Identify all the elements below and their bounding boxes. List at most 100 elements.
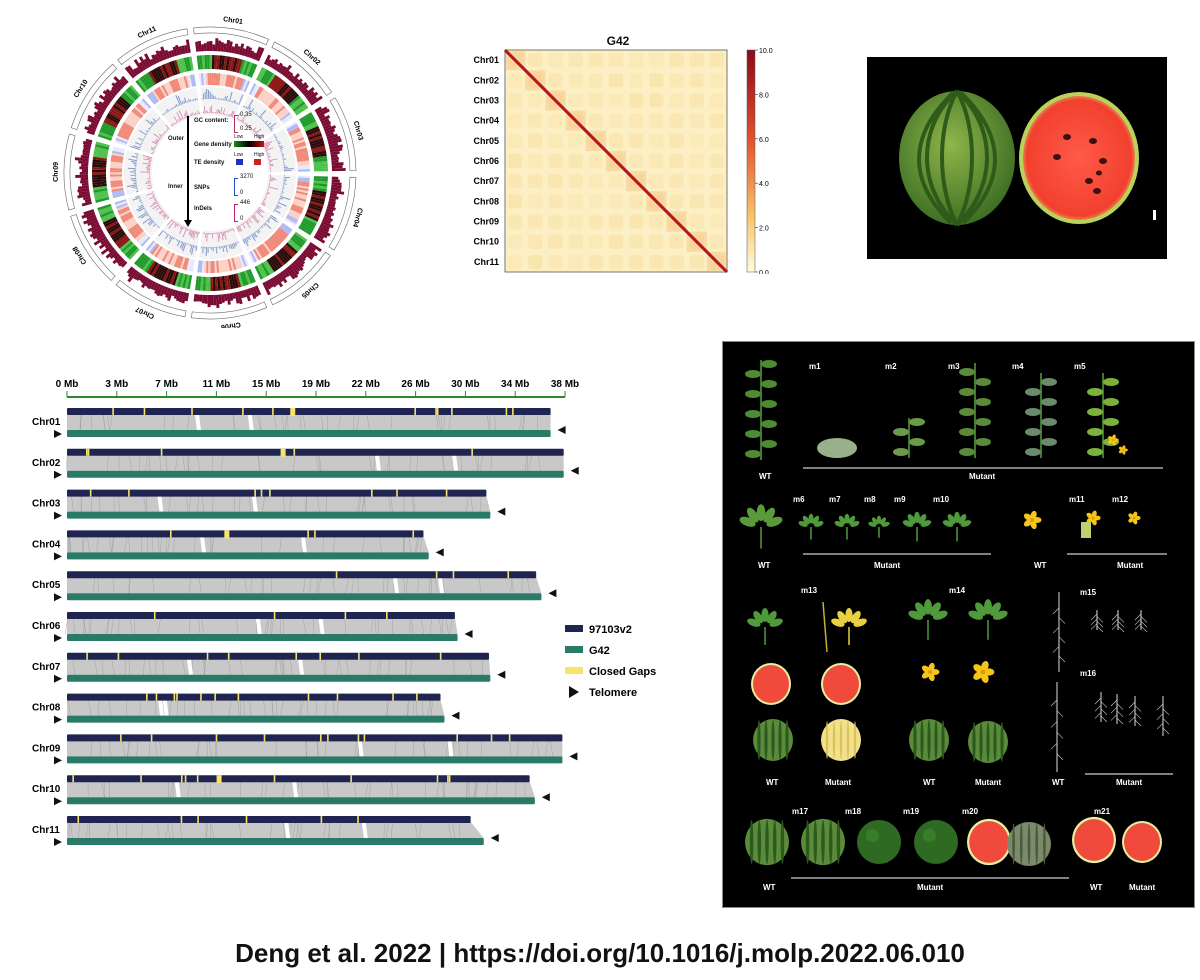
- synteny-link: [263, 699, 267, 716]
- synteny-link: [182, 454, 186, 471]
- te-density-cell: [111, 154, 124, 159]
- te-density-cell: [296, 187, 309, 192]
- gc-bar: [284, 70, 291, 78]
- synteny-link: [220, 454, 224, 471]
- hic-chr-label: Chr05: [473, 136, 499, 146]
- te-density-cell: [190, 259, 195, 272]
- synteny-link: [169, 781, 174, 798]
- synteny-link: [273, 413, 277, 431]
- gc-bar: [317, 108, 330, 118]
- gc-bar: [127, 268, 136, 278]
- synteny-link: [379, 658, 382, 675]
- te-density-cell: [251, 249, 259, 262]
- hic-block: [508, 133, 523, 148]
- te-density-cell: [250, 84, 259, 96]
- gene-density-cell: [241, 271, 249, 286]
- synteny-link: [536, 740, 540, 757]
- gc-bar: [155, 50, 163, 62]
- synteny-link: [317, 495, 320, 512]
- closed-gap: [512, 408, 514, 415]
- gc-bar: [113, 253, 120, 260]
- synteny-link: [271, 699, 274, 716]
- closed-gap: [260, 489, 263, 497]
- hic-block: [629, 194, 644, 209]
- hic-block: [588, 174, 603, 189]
- gene-density-cell: [313, 182, 328, 187]
- te-density-cell: [230, 75, 236, 88]
- closed-gap: [273, 775, 276, 783]
- hic-block: [568, 93, 583, 108]
- gene-density-cell: [278, 84, 290, 97]
- gc-bar: [231, 292, 236, 299]
- gc-bar: [114, 81, 123, 90]
- gene-density-cell: [313, 158, 328, 163]
- gene-density-cell: [112, 104, 126, 115]
- te-density-cell: [293, 200, 306, 207]
- gc-bar: [154, 283, 161, 295]
- synteny-link: [99, 740, 102, 757]
- gene-density-cell: [153, 264, 163, 278]
- synteny-link: [83, 617, 87, 635]
- synteny-link: [292, 821, 296, 839]
- gc-bar: [100, 244, 114, 255]
- gene-density-cell: [271, 77, 282, 91]
- gene-density-cell: [92, 176, 107, 180]
- hic-block: [629, 153, 644, 169]
- te-density-cell: [225, 259, 231, 272]
- gene-density-cell: [272, 254, 283, 268]
- hic-block: [568, 73, 583, 88]
- te-density-cell: [122, 122, 135, 130]
- closed-gap: [227, 652, 230, 660]
- hic-block: [568, 174, 583, 189]
- gc-bar: [79, 172, 89, 175]
- gc-bar: [135, 272, 143, 281]
- m13-stem: [822, 601, 828, 653]
- te-density-cell: [276, 107, 287, 117]
- closed-gap-large: [224, 530, 230, 539]
- te-density-cell: [280, 224, 292, 234]
- gc-bar: [75, 174, 89, 178]
- closed-gap: [197, 816, 199, 823]
- gc-bar: [326, 133, 338, 140]
- telomere-left: [54, 552, 62, 561]
- gene-density-cell: [152, 68, 162, 83]
- fruit: [821, 663, 861, 705]
- synteny-link: [206, 821, 209, 839]
- synteny-link: [81, 536, 86, 553]
- hic-block: [588, 113, 603, 128]
- synteny-link: [70, 821, 73, 839]
- gene-density-cell: [164, 269, 173, 284]
- synteny-link: [337, 413, 342, 431]
- leaf: [942, 511, 972, 542]
- gc-bar: [301, 88, 309, 95]
- gene-density-cell: [313, 176, 328, 180]
- hic-block: [528, 194, 543, 209]
- hic-block: [608, 133, 624, 148]
- gene-density-cell: [119, 239, 132, 251]
- te-density-cell: [290, 205, 303, 213]
- gc-bar: [82, 196, 91, 201]
- gene-density-cell: [92, 164, 107, 168]
- synteny-link: [416, 699, 418, 716]
- synteny-link: [383, 577, 385, 594]
- hic-block: [649, 254, 664, 269]
- te-density-cell: [112, 193, 125, 199]
- hic-block: [608, 53, 624, 68]
- synteny-link: [545, 740, 548, 757]
- gene-density-cell: [93, 149, 109, 155]
- synteny-link: [175, 454, 179, 471]
- closed-gap: [371, 489, 373, 497]
- te-density-cell: [122, 215, 134, 223]
- closed-gap: [445, 489, 448, 497]
- synteny-link: [438, 413, 441, 431]
- te-density-cell: [156, 247, 165, 259]
- gc-bar: [313, 235, 326, 244]
- closed-gap: [155, 693, 158, 701]
- synteny-gap: [247, 414, 254, 430]
- gene-density-cell: [212, 276, 216, 291]
- telomere-left: [54, 797, 62, 806]
- synteny-link: [481, 740, 483, 757]
- gc-bar: [143, 53, 153, 67]
- synteny-link: [336, 699, 339, 716]
- gene-density-cell: [148, 261, 159, 276]
